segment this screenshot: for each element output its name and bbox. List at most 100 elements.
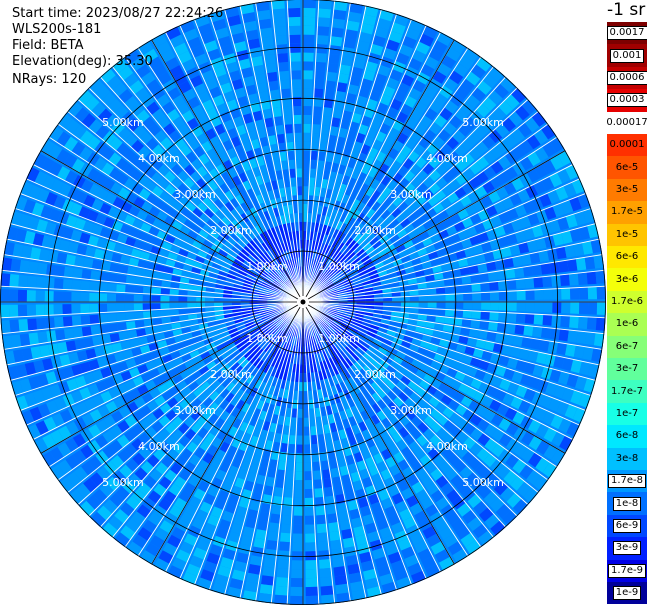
range-gate-cell: [344, 546, 357, 557]
range-gate-cell: [252, 455, 262, 466]
range-gate-cell: [525, 289, 535, 300]
range-gate-cell: [309, 354, 313, 364]
range-gate-cell: [346, 308, 356, 313]
range-gate-cell: [8, 289, 19, 302]
range-gate-cell: [407, 380, 419, 391]
range-gate-cell: [289, 381, 295, 391]
range-gate-cell: [342, 320, 352, 326]
range-gate-cell: [279, 79, 290, 90]
range-gate-cell: [384, 436, 396, 448]
range-gate-cell: [523, 487, 539, 503]
range-gate-cell: [280, 532, 291, 543]
range-gate-cell: [27, 275, 37, 289]
ray-gap: [302, 301, 441, 573]
range-gate-cell: [478, 359, 490, 371]
range-gate-cell: [596, 286, 606, 300]
range-gate-cell: [220, 557, 234, 569]
range-gate-cell: [303, 177, 309, 187]
range-gate-cell: [262, 402, 270, 413]
range-gate-cell: [325, 495, 336, 506]
range-gate-cell: [337, 352, 345, 362]
range-gate-cell: [576, 330, 587, 344]
range-gate-cell: [569, 315, 579, 329]
ray-gap: [302, 301, 495, 538]
range-gate-cell: [398, 345, 409, 354]
colorbar-tick-label: 1e-9: [612, 586, 642, 601]
range-gate-cell: [71, 279, 82, 291]
range-gate-cell: [426, 533, 442, 547]
range-gate-cell: [331, 385, 339, 395]
range-gate-cell: [334, 393, 342, 404]
range-gate-cell: [339, 326, 348, 334]
range-gate-cell: [294, 480, 303, 490]
range-gate-cell: [324, 316, 333, 323]
range-gate-cell: [334, 574, 348, 586]
range-gate-cell: [287, 398, 293, 409]
range-gate-cell: [443, 419, 456, 432]
range-gate-cell: [429, 434, 442, 447]
range-gate-cell: [304, 426, 310, 436]
range-gate-cell: [312, 115, 321, 125]
range-gate-cell: [288, 16, 301, 27]
range-gate-cell: [222, 548, 237, 561]
range-gate-cell: [336, 502, 348, 513]
colorbar-tick-label: 6e-6: [615, 251, 639, 263]
range-gate-cell: [450, 518, 466, 533]
range-gate-cell: [303, 132, 311, 142]
range-gate-cell: [339, 361, 347, 372]
range-gate-cell: [558, 329, 569, 342]
range-gate-cell: [558, 417, 572, 434]
range-ring-label: 1.00km: [318, 260, 360, 273]
range-gate-cell: [321, 331, 328, 341]
range-gate-cell: [328, 53, 340, 65]
range-gate-cell: [536, 440, 550, 456]
nrays-text: NRays: 120: [12, 72, 87, 87]
colorbar-level: 1e-8: [607, 492, 647, 515]
range-gate-cell: [278, 70, 290, 81]
range-gate-cell: [393, 370, 404, 380]
range-gate-cell: [337, 311, 347, 316]
colorbar-tick-label: 1.7e-7: [610, 385, 644, 397]
range-gate-cell: [462, 310, 473, 319]
range-gate-cell: [427, 366, 438, 377]
range-gate-cell: [243, 452, 254, 464]
range-gate-cell: [309, 408, 316, 418]
range-gate-cell: [44, 290, 54, 302]
range-gate-cell: [317, 8, 331, 19]
range-gate-cell: [258, 592, 273, 604]
range-gate-cell: [331, 335, 339, 344]
range-gate-cell: [371, 402, 382, 414]
ray-gap: [286, 301, 304, 605]
range-gate-cell: [403, 335, 414, 343]
range-gate-cell: [204, 297, 214, 302]
range-gate-cell: [325, 358, 332, 369]
range-gate-cell: [409, 302, 419, 307]
range-gate-cell: [330, 346, 337, 356]
range-gate-cell: [365, 334, 375, 342]
range-gate-cell: [388, 401, 399, 412]
range-gate-cell: [266, 539, 278, 551]
range-gate-cell: [322, 350, 329, 361]
range-gate-cell: [570, 302, 580, 314]
range-gate-cell: [335, 383, 343, 394]
range-gate-cell: [511, 370, 524, 383]
range-gate-cell: [531, 264, 543, 276]
range-gate-cell: [361, 321, 371, 327]
colorbar-unit-label: -1 sr: [607, 0, 646, 20]
range-gate-cell: [496, 322, 507, 333]
range-gate-cell: [312, 345, 317, 355]
range-gate-cell: [234, 560, 248, 573]
range-gate-cell: [456, 343, 467, 353]
range-gate-cell: [233, 514, 246, 526]
range-gate-cell: [322, 319, 330, 327]
range-gate-cell: [278, 370, 285, 380]
range-gate-cell: [438, 526, 454, 540]
range-gate-cell: [17, 304, 28, 317]
range-gate-cell: [303, 16, 316, 26]
range-gate-cell: [305, 595, 319, 605]
range-gate-cell: [479, 320, 490, 330]
range-gate-cell: [316, 380, 322, 390]
range-gate-cell: [124, 303, 134, 312]
range-gate-cell: [354, 413, 364, 424]
range-gate-cell: [314, 371, 320, 382]
